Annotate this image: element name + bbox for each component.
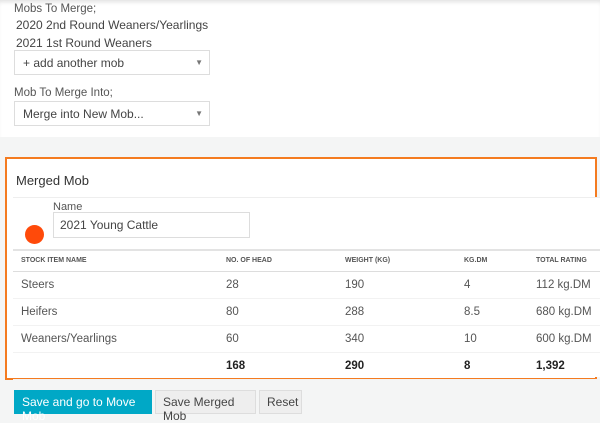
table-header: STOCK ITEM NAME NO. OF HEAD WEIGHT (KG) …	[13, 250, 600, 272]
total-kg-dm: 8	[456, 352, 528, 380]
cell: 680 kg.DM	[528, 298, 600, 326]
cell: 600 kg.DM	[528, 325, 600, 353]
cell: 8.5	[456, 298, 528, 326]
cell: 4	[456, 271, 528, 299]
add-mob-text: + add another mob	[23, 56, 125, 70]
col-no-of-head: NO. OF HEAD	[218, 250, 337, 272]
cell: 112 kg.DM	[528, 271, 600, 299]
mobs-to-merge-label: Mobs To Merge;	[14, 3, 97, 15]
cell	[13, 352, 218, 380]
cell: 10	[456, 325, 528, 353]
mob-item: 2020 2nd Round Weaners/Yearlings	[16, 18, 209, 32]
caret-down-icon: ▼	[195, 58, 203, 67]
table-row: Heifers 80 288 8.5 680 kg.DM	[13, 298, 600, 326]
cell: 288	[337, 298, 456, 326]
total-head: 168	[218, 352, 337, 380]
mob-item: 2021 1st Round Weaners	[16, 36, 152, 50]
merged-mob-title: Merged Mob	[16, 173, 89, 188]
cell: 60	[218, 325, 337, 353]
save-merged-mob-button[interactable]: Save Merged Mob	[155, 390, 256, 423]
name-label: Name	[53, 201, 83, 213]
stock-table: STOCK ITEM NAME NO. OF HEAD WEIGHT (KG) …	[13, 249, 600, 380]
col-stock-item-name: STOCK ITEM NAME	[13, 250, 218, 272]
totals-row: 168 290 8 1,392	[13, 352, 600, 380]
reset-button[interactable]: Reset	[259, 390, 302, 414]
mob-color-swatch[interactable]	[25, 225, 44, 244]
col-total-rating: TOTAL RATING	[528, 250, 600, 272]
cell: Steers	[13, 271, 218, 299]
cell: 80	[218, 298, 337, 326]
cell: Heifers	[13, 298, 218, 326]
total-rating: 1,392	[528, 352, 600, 380]
cell: 340	[337, 325, 456, 353]
cell: Weaners/Yearlings	[13, 325, 218, 353]
save-and-move-button[interactable]: Save and go to Move Mob	[14, 390, 152, 423]
name-input[interactable]	[53, 212, 250, 238]
merged-mob-panel: Merged Mob Name STOCK ITEM NAME NO. OF H…	[5, 157, 600, 380]
col-kg-dm: KG.DM	[456, 250, 528, 272]
col-weight: WEIGHT (KG)	[337, 250, 456, 272]
table-row: Steers 28 190 4 112 kg.DM	[13, 271, 600, 299]
merge-panel: Mobs To Merge; 2020 2nd Round Weaners/Ye…	[0, 0, 600, 137]
merged-mob-card: Name STOCK ITEM NAME NO. OF HEAD WEIGHT …	[13, 197, 600, 380]
mob-to-merge-into-label: Mob To Merge Into;	[14, 87, 113, 99]
add-mob-select[interactable]: + add another mob ▼	[14, 50, 210, 75]
cell: 190	[337, 271, 456, 299]
merge-into-select[interactable]: Merge into New Mob... ▼	[14, 101, 210, 126]
total-weight: 290	[337, 352, 456, 380]
cell: 28	[218, 271, 337, 299]
merge-into-value: Merge into New Mob...	[23, 107, 144, 121]
caret-down-icon: ▼	[195, 109, 203, 118]
table-row: Weaners/Yearlings 60 340 10 600 kg.DM	[13, 325, 600, 353]
